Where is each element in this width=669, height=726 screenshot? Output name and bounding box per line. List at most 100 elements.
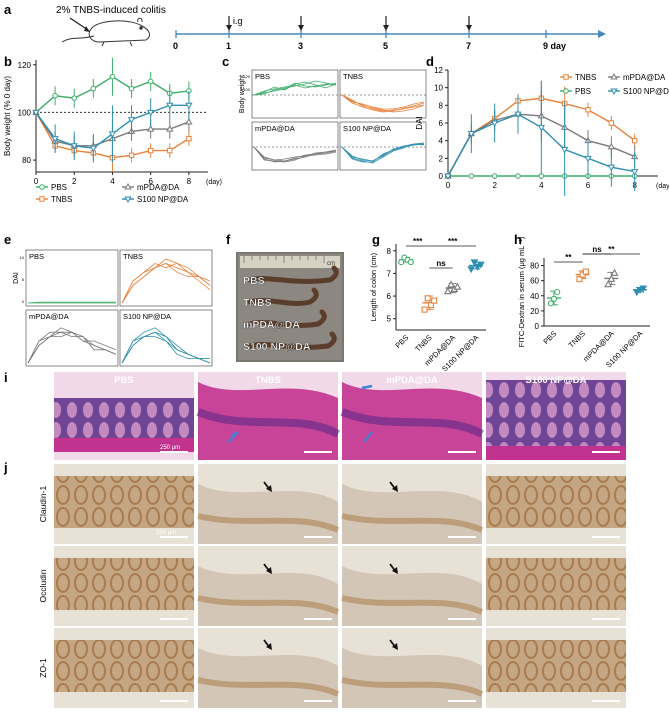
data-point: [608, 120, 615, 126]
data-point: [39, 184, 45, 190]
data-point: [631, 169, 639, 176]
subplot-title: PBS: [255, 72, 270, 81]
data-point: [443, 287, 452, 295]
gavage-arrow-mouse: [69, 17, 89, 31]
data-point: [51, 136, 59, 143]
data-point: [52, 92, 58, 99]
data-point: [604, 280, 613, 288]
data-point: [128, 152, 135, 159]
subplot-title: S100 NP@DA: [343, 124, 391, 133]
x-tick-label: 4: [110, 177, 115, 186]
x-tick-label: 6: [148, 177, 153, 186]
data-point: [554, 288, 561, 296]
data-point: [538, 173, 545, 179]
subplot-frame: [251, 69, 339, 119]
y-tick-label: 12: [434, 66, 443, 75]
dose-arrowhead: [298, 25, 304, 31]
data-point: [124, 196, 132, 204]
y-axis-label: DAI: [13, 272, 20, 284]
data-point: [185, 117, 193, 125]
y-axis-label: Length of colon (cm): [369, 252, 378, 321]
data-point: [89, 145, 97, 153]
y-tick-label: 2: [439, 154, 444, 163]
ihc-weak-layer: [341, 677, 484, 697]
ihc-crypts: [54, 476, 194, 528]
chart-c-body-weight-individual: Body weight PBS TNBS mPDA@DA S100 NP@DA 120 10…: [239, 69, 427, 171]
x-tick-label: 0: [446, 181, 451, 190]
panel-label-b: b: [4, 54, 12, 69]
data-point: [166, 102, 174, 110]
blue-arrow: [363, 431, 373, 443]
y-tick-label: 0: [22, 299, 25, 304]
significance-label: ***: [413, 237, 423, 246]
panel-a-timeline: 2% TNBS-induced colitis 0 1 3 5 7 9 day i.g: [56, 5, 606, 51]
timeline-tick-label: 7: [466, 41, 471, 51]
timeline-tick-label: 0: [173, 41, 178, 51]
data-point: [407, 259, 414, 266]
he-column-title: S100 NP@DA: [525, 375, 586, 386]
panel-label-e: e: [4, 232, 11, 247]
individual-line: [341, 94, 425, 113]
y-tick-label: 60: [530, 277, 539, 286]
data-point: [431, 297, 438, 304]
individual-line: [253, 146, 337, 162]
y-axis-label: Body weight: [239, 75, 246, 113]
panel-label-g: g: [372, 232, 380, 247]
data-point: [563, 74, 569, 80]
scale-bar-label: 250 μm: [156, 530, 176, 536]
data-point: [610, 72, 618, 80]
data-point: [127, 117, 136, 124]
colon-tissue: [247, 331, 337, 350]
colon-label: PBS: [243, 275, 265, 287]
black-arrowhead: [266, 485, 272, 492]
subplot-title: S100 NP@DA: [123, 312, 171, 321]
he-damaged-layer: [196, 408, 340, 438]
blue-arrow: [361, 384, 373, 390]
y-tick-label: 120: [18, 61, 32, 70]
data-point: [167, 147, 173, 154]
data-point: [109, 73, 116, 80]
panel-label-f: f: [226, 232, 231, 247]
significance-label: ***: [448, 237, 458, 246]
panel-label-i: i: [4, 370, 8, 385]
y-tick-label: 120: [243, 74, 250, 79]
y-tick-label: 4: [439, 137, 444, 146]
ihc-weak-layer: [197, 595, 340, 615]
panel-label-h: h: [514, 232, 522, 247]
x-tick-label: 6: [586, 181, 591, 190]
data-point: [108, 131, 117, 138]
data-point: [470, 259, 479, 267]
y-tick-label: 0: [535, 322, 540, 331]
individual-line: [121, 258, 211, 304]
ihc-tissue: [342, 566, 482, 626]
individual-line: [341, 94, 425, 113]
data-point: [468, 173, 475, 179]
timeline-tick-label: 5: [383, 41, 388, 51]
subplot-title: TNBS: [123, 252, 143, 261]
y-tick-label: 5: [387, 315, 392, 324]
data-point: [576, 276, 583, 283]
x-tick-label: TNBS: [413, 333, 434, 354]
ihc-tissue: [198, 484, 338, 544]
timeline-tick-label: 9 day: [543, 41, 566, 51]
chart-d-dai: 02468101202468(day)DAITNBSPBSmPDA@DAS100…: [415, 66, 669, 197]
he-column-title: mPDA@DA: [386, 375, 438, 386]
data-point: [147, 109, 155, 117]
subplot-title: TNBS: [343, 72, 363, 81]
data-point: [582, 268, 589, 275]
colon-tissue: [247, 287, 319, 306]
he-muscle: [54, 438, 194, 452]
x-tick-label: 2: [492, 181, 497, 190]
ihc-tissue: [198, 566, 338, 626]
data-point: [185, 102, 193, 110]
chart-e-dai-individual: DAI PBS TNBS mPDA@DA S100 NP@DA 0 5 10: [13, 249, 213, 367]
colon-tissue: [247, 265, 339, 284]
black-arrowhead: [266, 643, 272, 650]
colon-label: TNBS: [243, 297, 272, 309]
significance-label: ns: [436, 259, 446, 268]
data-point: [607, 164, 615, 172]
ihc-crypts: [54, 640, 194, 692]
data-point: [124, 182, 132, 190]
data-point: [147, 147, 154, 154]
data-point: [39, 196, 45, 202]
